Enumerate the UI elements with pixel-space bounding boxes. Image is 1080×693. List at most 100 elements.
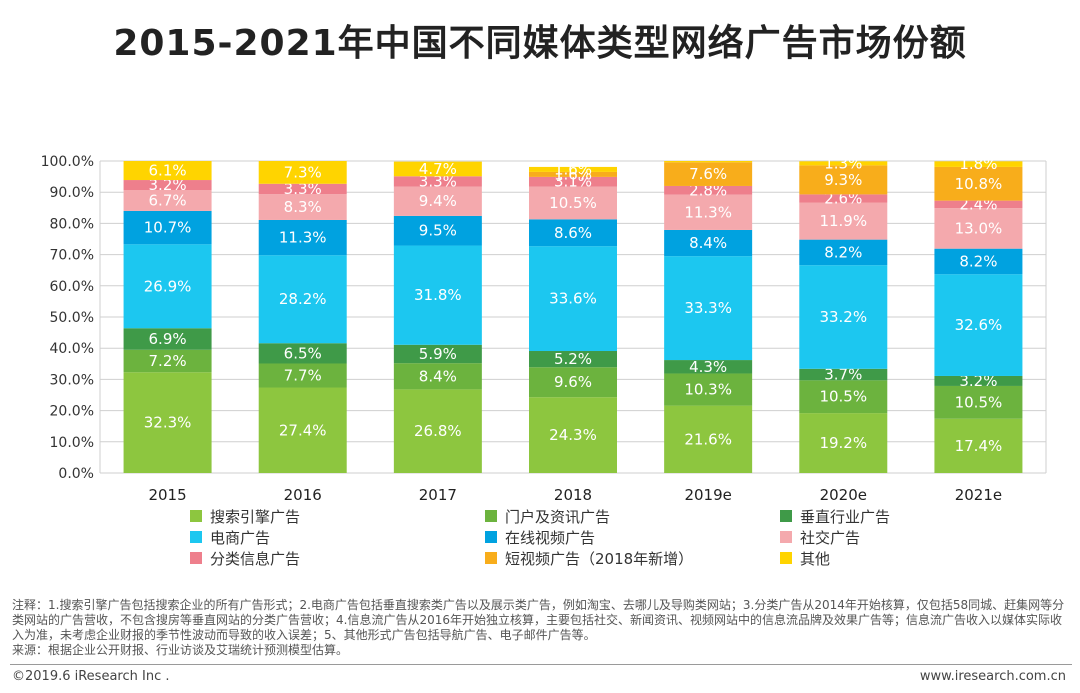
data-label: 3.3%	[284, 180, 322, 198]
y-tick-label: 80.0%	[50, 216, 94, 232]
legend-label: 搜索引擎广告	[210, 507, 301, 526]
data-label: 4.7%	[419, 160, 457, 178]
bar-segment	[529, 171, 617, 177]
data-label: 8.2%	[959, 252, 997, 270]
legend-item: 社交广告	[780, 527, 860, 547]
bar-segment	[799, 194, 888, 203]
x-tick-label: 2016	[284, 486, 322, 504]
data-label: 7.2%	[149, 352, 187, 370]
x-tick-label: 2021e	[955, 486, 1002, 504]
data-label: 3.7%	[824, 366, 862, 384]
bar-segment	[393, 363, 482, 390]
bar-segment	[393, 176, 482, 187]
legend-label: 电商广告	[210, 528, 271, 547]
data-label: 33.6%	[549, 290, 597, 308]
data-label: 6.1%	[149, 162, 187, 180]
bar-segment	[123, 372, 212, 473]
y-tick-label: 100.0%	[41, 154, 94, 170]
legend-item: 垂直行业广告	[780, 506, 890, 526]
y-tick-label: 90.0%	[50, 185, 94, 201]
data-label: 1.3%	[824, 154, 862, 172]
data-label: 33.2%	[819, 308, 867, 326]
data-label: 4.3%	[689, 358, 727, 376]
data-label: 10.5%	[549, 194, 597, 212]
bar-segment	[123, 349, 212, 373]
bar-segment	[123, 244, 212, 329]
data-label: 9.5%	[419, 222, 457, 240]
bar-segment	[258, 161, 347, 184]
data-label: 8.6%	[554, 224, 592, 242]
legend-swatch	[190, 531, 202, 543]
legend-label: 垂直行业广告	[800, 507, 891, 526]
bar-segment	[664, 162, 753, 186]
data-label: 17.4%	[955, 437, 1003, 455]
data-label: 11.3%	[684, 203, 732, 221]
bar-segment	[529, 186, 617, 220]
data-label: 5.9%	[419, 345, 457, 363]
data-label: 5.2%	[554, 350, 592, 368]
data-label: 9.6%	[554, 373, 592, 391]
bar-segment	[123, 190, 212, 211]
legend-swatch	[485, 552, 497, 564]
y-tick-label: 50.0%	[50, 310, 94, 326]
bar-segment	[123, 328, 212, 350]
bar-segment	[934, 166, 1023, 201]
bar-segment	[393, 186, 482, 216]
x-tick-label: 2015	[148, 486, 186, 504]
bar-segment	[799, 265, 888, 369]
data-label: 8.3%	[284, 198, 322, 216]
bar-segment	[664, 229, 753, 257]
data-label: 32.3%	[144, 414, 192, 432]
x-tick-label: 2019e	[684, 486, 731, 504]
bar-segment	[258, 363, 347, 388]
bar-segment	[529, 166, 617, 172]
x-tick-label: 2020e	[820, 486, 867, 504]
bar-segment	[393, 344, 482, 364]
bar-segment	[799, 380, 888, 414]
y-tick-label: 20.0%	[50, 404, 94, 420]
data-label: 27.4%	[279, 421, 327, 439]
y-tick-label: 10.0%	[50, 435, 94, 451]
bar-segment	[123, 161, 212, 181]
bar-segment	[123, 180, 212, 191]
legend-swatch	[485, 531, 497, 543]
data-label: 26.9%	[144, 277, 192, 295]
data-label: 1.8%	[959, 155, 997, 173]
legend-label: 在线视频广告	[505, 528, 596, 547]
bar-segment	[393, 245, 482, 345]
bar-segment	[664, 360, 753, 374]
data-label: 3.1%	[554, 173, 592, 191]
y-tick-label: 0.0%	[58, 466, 94, 482]
data-label: 10.3%	[684, 381, 732, 399]
bar-segment	[799, 161, 888, 166]
bar-segment	[664, 405, 753, 473]
data-label: 3.2%	[959, 372, 997, 390]
bar-segment	[934, 375, 1023, 386]
legend-item: 在线视频广告	[485, 527, 595, 547]
bar-segment	[393, 215, 482, 246]
data-label: 10.7%	[144, 219, 192, 237]
legend-swatch	[780, 510, 792, 522]
chart-title: 2015-2021年中国不同媒体类型网络广告市场份额	[113, 23, 967, 64]
bar-segment	[799, 368, 888, 381]
bar-segment	[934, 208, 1023, 249]
bar-segment	[664, 194, 753, 230]
legend-label: 短视频广告（2018年新增）	[505, 549, 694, 568]
bar-segment	[934, 385, 1023, 419]
footer-divider	[10, 664, 1072, 665]
data-label: 26.8%	[414, 422, 462, 440]
notes-text: 注释：1.搜索引擎广告包括搜索企业的所有广告形式；2.电商广告包括垂直搜索类广告…	[12, 598, 1065, 642]
bar-segment	[123, 210, 212, 245]
data-label: 10.5%	[955, 393, 1003, 411]
data-label: 7.7%	[284, 367, 322, 385]
bar-segment	[799, 165, 888, 195]
data-label: 10.5%	[819, 388, 867, 406]
x-tick-label: 2017	[419, 486, 457, 504]
bar-segment	[664, 161, 753, 163]
data-label: 8.4%	[689, 234, 727, 252]
bar-segment	[258, 343, 347, 364]
y-tick-label: 30.0%	[50, 372, 94, 388]
bar-segment	[258, 183, 347, 195]
bar-segment	[258, 219, 347, 256]
legend-item: 短视频广告（2018年新增）	[485, 548, 693, 568]
